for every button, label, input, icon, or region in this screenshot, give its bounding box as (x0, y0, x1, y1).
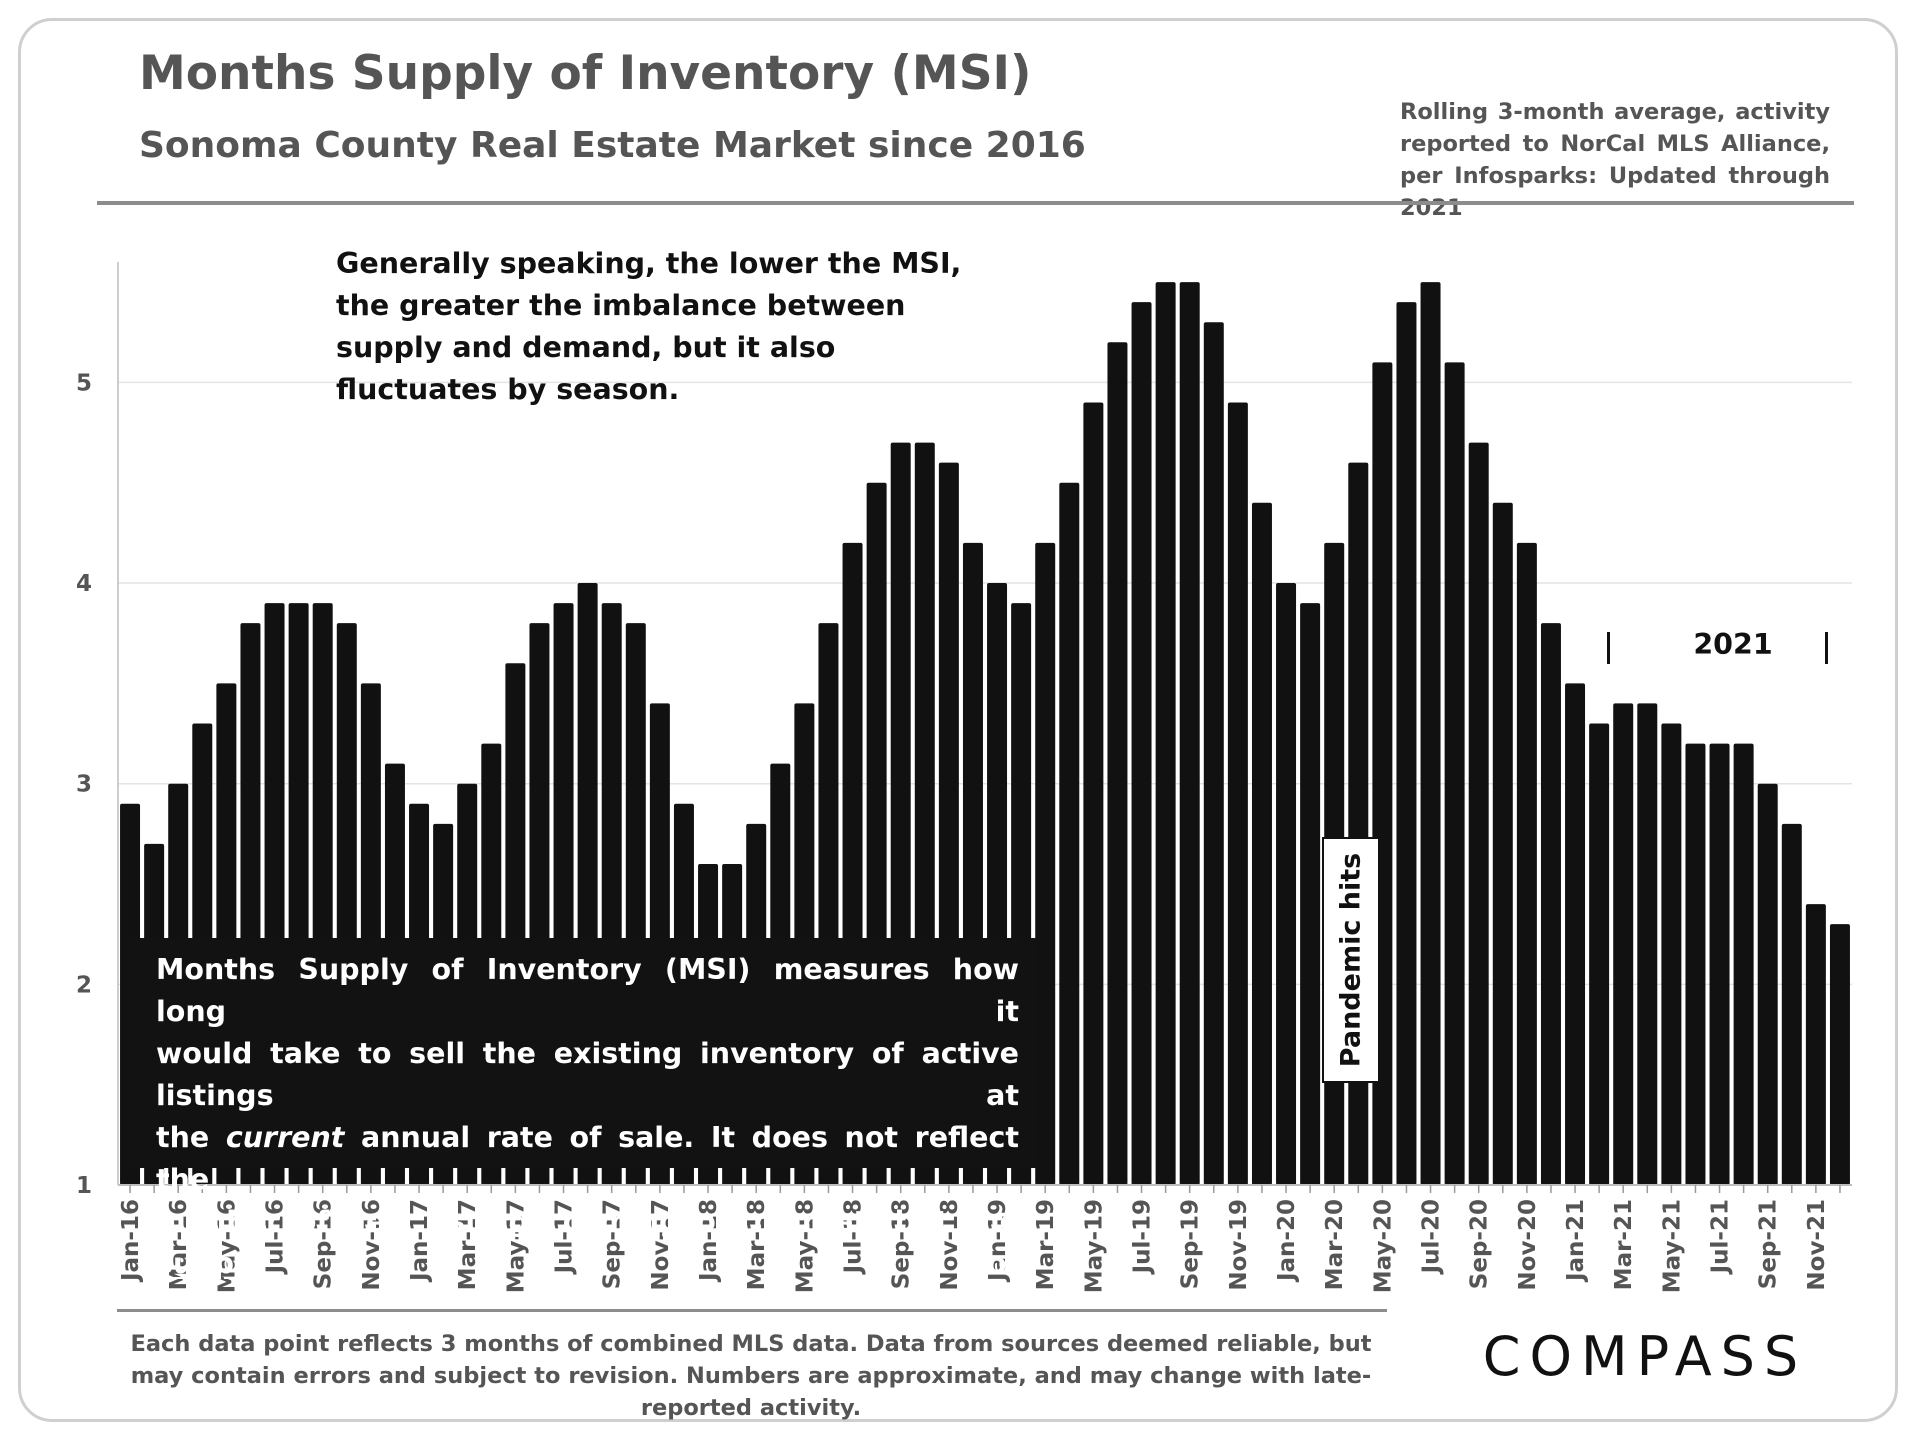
seasonality-annotation: Generally speaking, the lower the MSI, t… (336, 247, 962, 406)
msi-definition-line: number of new listings coming on market,… (156, 1205, 1019, 1280)
msi-definition-line: active listings on a given day as compar… (156, 1289, 1019, 1364)
x-tick-label: Mar-19 (1033, 1199, 1059, 1290)
x-tick-label: Mar-21 (1611, 1199, 1637, 1290)
x-tick-label: Jul-19 (1130, 1199, 1156, 1275)
footer-divider (117, 1309, 1387, 1312)
chart-title: Months Supply of Inventory (MSI) (139, 46, 1032, 101)
msi-definition-line: the current annual rate of sale. It does… (156, 1121, 1019, 1196)
footnote: Each data point reflects 3 months of com… (130, 1331, 1372, 1421)
bar-Nov-21 (1805, 904, 1826, 1185)
header-divider (97, 201, 1854, 205)
bar-Jan-20 (1276, 583, 1297, 1185)
bar-Dec-20 (1540, 623, 1561, 1185)
y-tick-label: 3 (76, 772, 92, 798)
x-tick-label: Sep-16 (311, 1199, 337, 1289)
x-tick-label: Jan-16 (118, 1199, 144, 1283)
x-tick-label: Jul-16 (263, 1199, 289, 1275)
x-tick-label: Sep-17 (600, 1199, 626, 1289)
x-tick-label: Sep-18 (889, 1199, 915, 1289)
bar-Aug-20 (1444, 362, 1465, 1186)
bar-Mar-19 (1035, 542, 1056, 1185)
x-tick-label: Mar-16 (166, 1199, 192, 1290)
x-tick-label: Nov-21 (1804, 1199, 1830, 1291)
x-tick-label: Nov-19 (1226, 1199, 1252, 1291)
bar-Nov-20 (1516, 542, 1537, 1185)
bar-Dec-19 (1251, 502, 1272, 1186)
x-tick-label: Nov-18 (937, 1199, 963, 1291)
bar-Oct-20 (1492, 502, 1513, 1186)
bar-Apr-21 (1637, 703, 1658, 1185)
x-tick-label: Jul-20 (1419, 1199, 1445, 1275)
y-tick-label: 1 (76, 1173, 92, 1199)
bar-Jun-20 (1396, 302, 1417, 1185)
x-tick-label: Nov-16 (359, 1199, 385, 1291)
x-tick-label: Mar-17 (455, 1199, 481, 1290)
bar-Jul-21 (1709, 743, 1730, 1185)
bar-Aug-19 (1155, 282, 1176, 1186)
y-tick-label: 2 (76, 972, 92, 998)
y-tick-labels: 1 2 3 4 5 (76, 370, 92, 1199)
axes (117, 262, 1852, 1193)
bar-Sep-19 (1179, 282, 1200, 1186)
pandemic-label: Pandemic hits (1335, 852, 1367, 1068)
x-tick-label: Jan-21 (1563, 1199, 1589, 1283)
bar-Feb-20 (1300, 603, 1321, 1185)
bar-Mar-21 (1613, 703, 1634, 1185)
x-tick-label: May-20 (1370, 1199, 1396, 1293)
bar-Jan-21 (1565, 683, 1586, 1185)
bar-Jul-20 (1420, 282, 1441, 1186)
bar-Dec-21 (1829, 924, 1850, 1185)
msi-definition-box: Months Supply of Inventory (MSI) measure… (128, 938, 1037, 1364)
y-tick-label: 4 (76, 571, 92, 597)
x-tick-label: Sep-20 (1467, 1199, 1493, 1289)
x-tick-label: Jul-17 (552, 1199, 578, 1275)
year-label: 2021 (1693, 628, 1773, 661)
bar-Oct-19 (1203, 322, 1224, 1185)
x-tick-label: Sep-19 (1178, 1199, 1204, 1289)
bar-May-21 (1661, 723, 1682, 1185)
bar-Jun-21 (1685, 743, 1706, 1185)
bar-Aug-21 (1733, 743, 1754, 1185)
pandemic-marker: Pandemic hits (1322, 837, 1380, 1083)
bracket-end-tick (1825, 632, 1828, 664)
x-tick-label: Jul-21 (1708, 1199, 1734, 1275)
y-tick-label: 5 (76, 370, 92, 396)
x-tick-label: Mar-20 (1322, 1199, 1348, 1290)
year-2021-bracket: 2021 (1603, 628, 1863, 670)
x-tick-label: Nov-20 (1515, 1199, 1541, 1291)
x-tick-label: Jan-19 (985, 1199, 1011, 1283)
x-tick-label: May-16 (214, 1199, 240, 1293)
x-tick-label: May-17 (503, 1199, 529, 1293)
source-note: Rolling 3-month average, activity report… (1400, 99, 1830, 221)
bar-Jun-19 (1107, 342, 1128, 1185)
x-tick-label: May-19 (1081, 1199, 1107, 1293)
chart-subtitle: Sonoma County Real Estate Market since 2… (139, 125, 1086, 166)
compass-logo-text: COMPASS (1483, 1325, 1807, 1388)
x-tick-label: Jan-18 (696, 1199, 722, 1283)
bracket-start-tick (1607, 632, 1610, 664)
bar-Sep-20 (1468, 442, 1489, 1186)
x-tick-label: Nov-17 (648, 1199, 674, 1291)
bar-Feb-21 (1589, 723, 1610, 1185)
bar-Apr-19 (1059, 482, 1080, 1185)
msi-definition-line: would take to sell the existing inventor… (156, 1037, 1019, 1112)
x-tick-labels: Jan-16 Mar-16 May-16 Jul-16 Sep-16 Nov-16 Jan-… (118, 1199, 1830, 1293)
x-tick-label: May-18 (792, 1199, 818, 1293)
x-tick-label: Jan-20 (1274, 1199, 1300, 1283)
msi-definition-line: Months Supply of Inventory (MSI) measure… (156, 953, 1019, 1028)
bar-Nov-19 (1227, 402, 1248, 1185)
bar-Jul-19 (1131, 302, 1152, 1185)
x-tick-label: May-21 (1659, 1199, 1685, 1293)
x-tick-label: Mar-18 (744, 1199, 770, 1290)
x-tick-label: Jan-17 (407, 1199, 433, 1283)
compass-logo: COMPASS (1483, 1325, 1807, 1388)
bar-Sep-21 (1757, 783, 1778, 1185)
x-tick-label: Jul-18 (841, 1199, 867, 1275)
bar-Oct-21 (1781, 823, 1802, 1185)
x-tick-label: Sep-21 (1756, 1199, 1782, 1289)
bar-May-19 (1083, 402, 1104, 1185)
